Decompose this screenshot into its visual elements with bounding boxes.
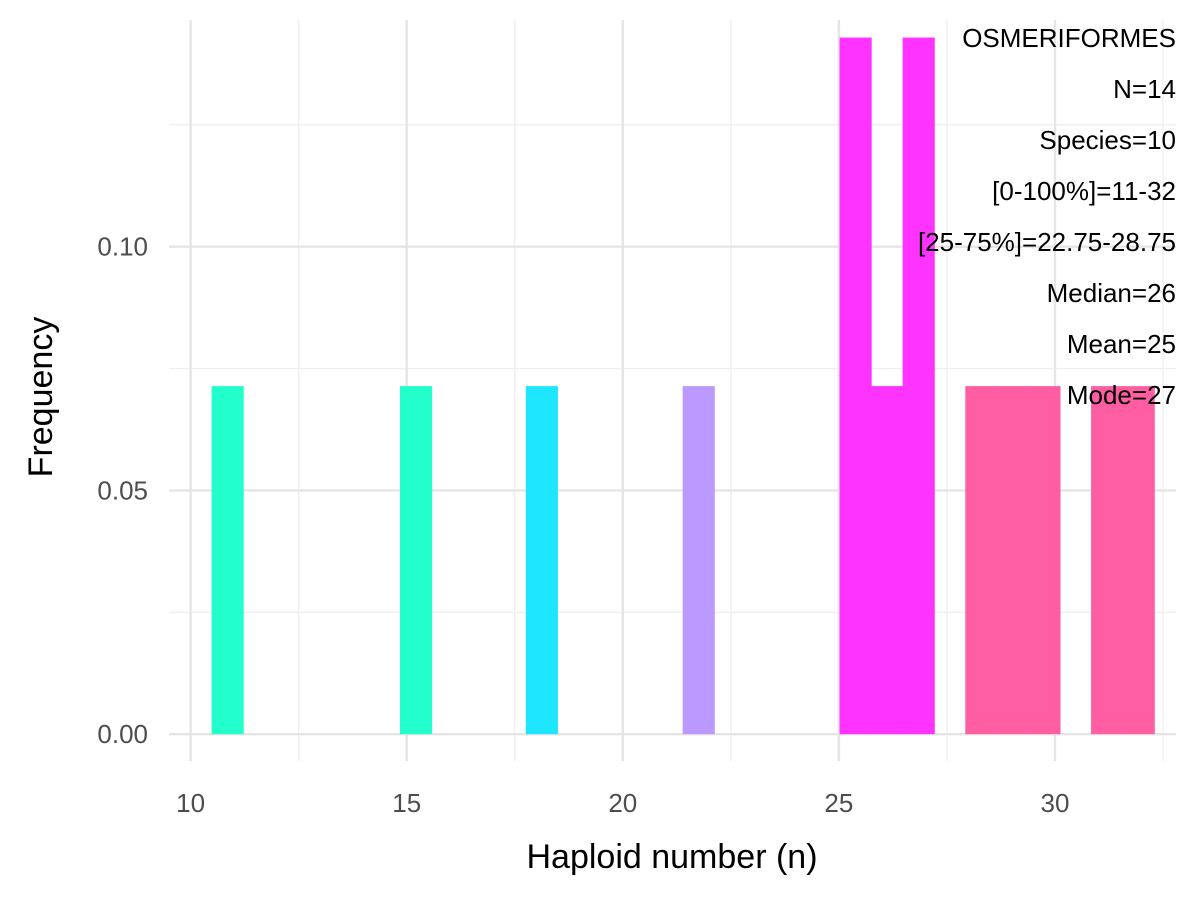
x-tick-label: 20 — [608, 788, 637, 818]
x-tick-label: 25 — [824, 788, 853, 818]
y-axis-tick-labels: 0.00 0.05 0.10 — [97, 232, 148, 750]
histogram-bar — [400, 386, 433, 735]
y-tick-label: 0.10 — [97, 232, 148, 262]
histogram-bar — [1091, 386, 1124, 735]
stat-annotation: [25-75%]=22.75-28.75 — [918, 227, 1176, 257]
x-tick-label: 30 — [1041, 788, 1070, 818]
x-tick-label: 15 — [392, 788, 421, 818]
stat-annotation: OSMERIFORMES — [962, 23, 1176, 53]
stat-annotation: Mean=25 — [1067, 329, 1176, 359]
x-axis-tick-labels: 10 15 20 25 30 — [176, 788, 1069, 818]
stat-annotation: N=14 — [1113, 74, 1176, 104]
histogram-bars — [211, 37, 1155, 735]
histogram-bar — [965, 386, 998, 735]
summary-statistics: OSMERIFORMES N=14 Species=10 [0-100%]=11-32… — [918, 23, 1176, 410]
histogram-bar — [871, 386, 904, 735]
stat-annotation: Median=26 — [1047, 278, 1176, 308]
histogram-bar — [902, 37, 935, 735]
histogram-bar — [211, 386, 244, 735]
histogram-bar — [1028, 386, 1061, 735]
y-tick-label: 0.05 — [97, 475, 148, 505]
stat-annotation: Mode=27 — [1067, 380, 1176, 410]
x-tick-label: 10 — [176, 788, 205, 818]
histogram-bar — [839, 37, 872, 735]
y-tick-label: 0.00 — [97, 719, 148, 749]
histogram-bar — [525, 386, 558, 735]
stat-annotation: [0-100%]=11-32 — [992, 176, 1176, 206]
y-axis-title: Frequency — [22, 317, 60, 478]
histogram-bar — [996, 386, 1030, 735]
x-axis-title: Haploid number (n) — [526, 838, 817, 876]
histogram-bar — [1122, 386, 1155, 735]
histogram-bar — [682, 386, 715, 735]
stat-annotation: Species=10 — [1039, 125, 1176, 155]
